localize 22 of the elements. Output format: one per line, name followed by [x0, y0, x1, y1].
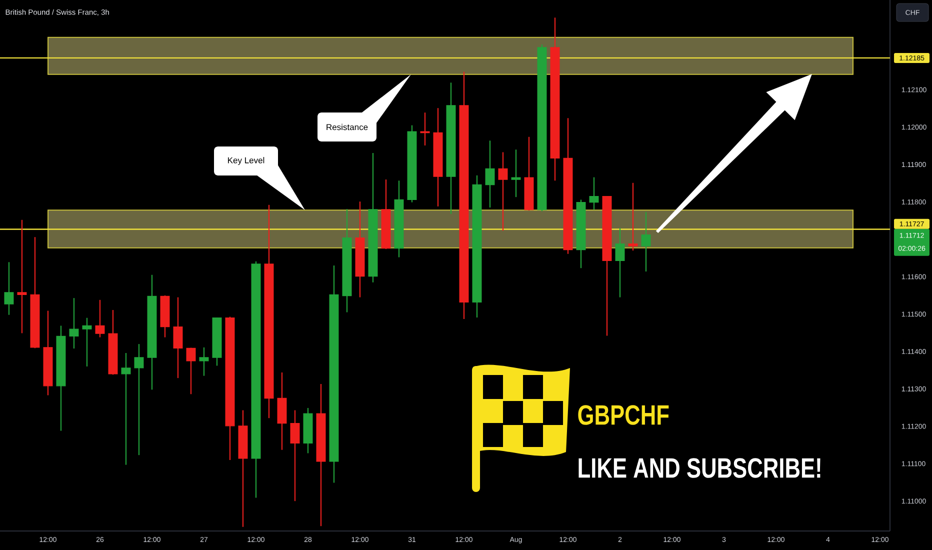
candlestick [641, 211, 651, 272]
annotation: Key Level [228, 157, 264, 165]
candlestick [615, 228, 625, 298]
candlestick [69, 298, 79, 350]
candlestick [4, 262, 14, 316]
candlestick [199, 346, 209, 376]
candlestick [121, 352, 131, 466]
annotation: LIKE AND SUBSCRIBE! [578, 458, 820, 478]
candlestick [186, 347, 196, 395]
candlestick [589, 176, 599, 210]
candlestick [95, 299, 105, 338]
candlestick [290, 410, 300, 502]
candlestick [511, 149, 521, 198]
candlestick [498, 152, 508, 232]
candlestick [173, 296, 183, 379]
candlestick [17, 219, 27, 334]
candlestick [134, 344, 144, 456]
annotation: GBPCHF [578, 405, 669, 425]
candlestick [82, 317, 92, 368]
candlestick [628, 182, 638, 252]
annotation: Resistance [326, 124, 368, 130]
candlestick [485, 140, 495, 208]
